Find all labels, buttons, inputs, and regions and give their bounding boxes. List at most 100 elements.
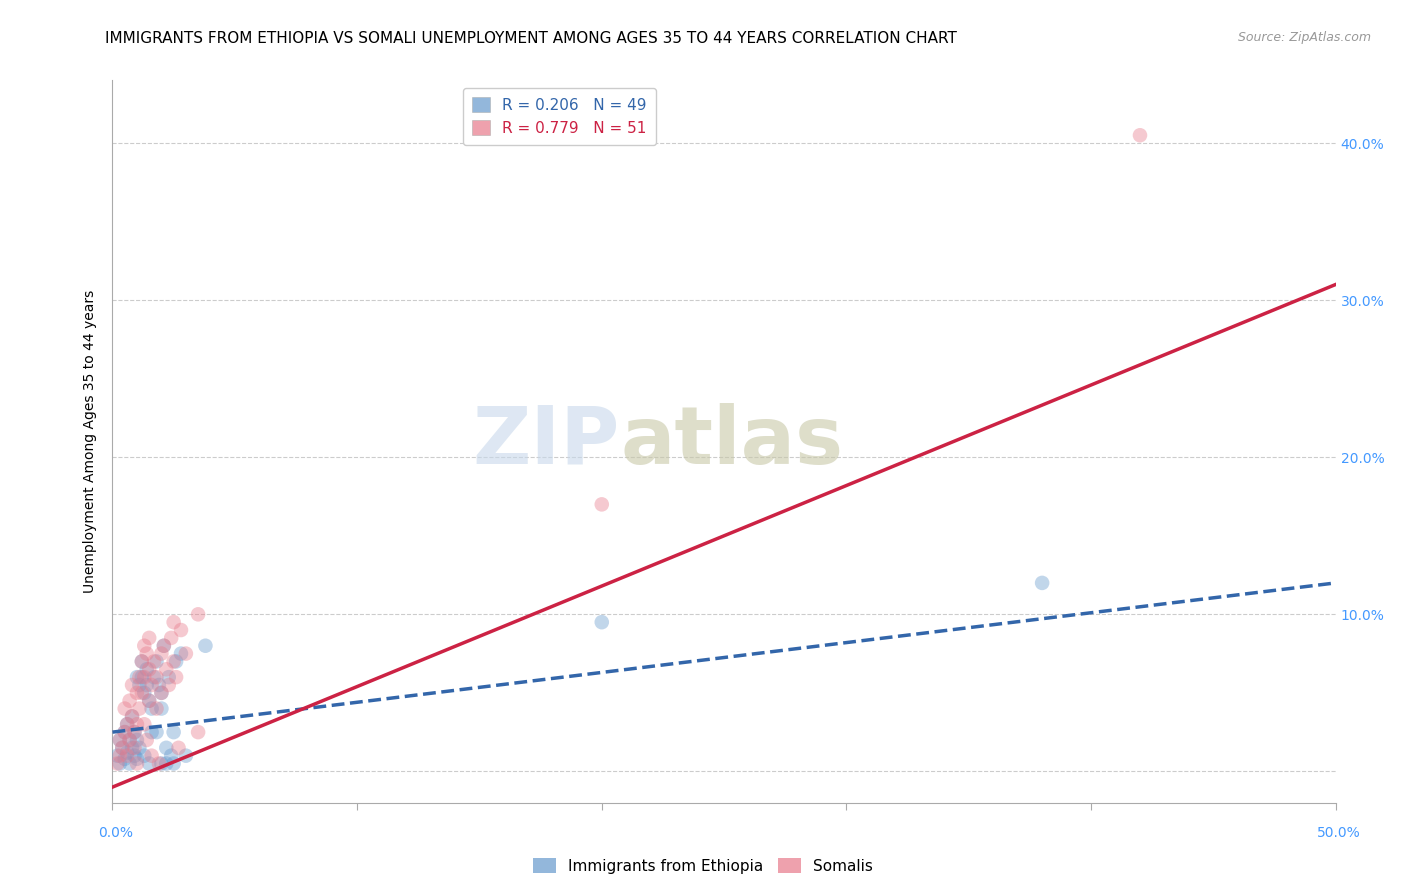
Point: [114, 725, 136, 739]
Point: [135, 733, 157, 747]
Point: [163, 756, 186, 771]
Point: [155, 740, 177, 755]
Point: [125, 686, 148, 700]
Point: [160, 748, 183, 763]
Point: [138, 694, 160, 708]
Point: [115, 746, 138, 760]
Point: [128, 678, 150, 692]
Text: atlas: atlas: [620, 402, 844, 481]
Point: [128, 670, 150, 684]
Point: [135, 647, 157, 661]
Point: [114, 701, 136, 715]
Point: [118, 694, 141, 708]
Point: [124, 725, 146, 739]
Text: ZIP: ZIP: [472, 402, 620, 481]
Point: [108, 733, 131, 747]
Point: [138, 694, 160, 708]
Point: [148, 678, 170, 692]
Point: [108, 756, 131, 771]
Point: [194, 639, 217, 653]
Point: [135, 678, 157, 692]
Point: [174, 748, 197, 763]
Point: [165, 670, 187, 684]
Point: [138, 756, 160, 771]
Point: [187, 725, 209, 739]
Point: [115, 717, 138, 731]
Point: [150, 647, 173, 661]
Point: [141, 748, 163, 763]
Point: [124, 748, 146, 763]
Text: IMMIGRANTS FROM ETHIOPIA VS SOMALI UNEMPLOYMENT AMONG AGES 35 TO 44 YEARS CORREL: IMMIGRANTS FROM ETHIOPIA VS SOMALI UNEMP…: [105, 31, 957, 46]
Point: [121, 709, 143, 723]
Point: [121, 678, 143, 692]
Point: [591, 497, 613, 511]
Point: [153, 639, 176, 653]
Point: [145, 725, 167, 739]
Point: [143, 655, 166, 669]
Point: [108, 748, 131, 763]
Point: [118, 756, 141, 771]
Point: [128, 701, 150, 715]
Legend: Immigrants from Ethiopia, Somalis: Immigrants from Ethiopia, Somalis: [527, 852, 879, 880]
Point: [124, 725, 146, 739]
Point: [1129, 128, 1152, 143]
Point: [591, 615, 613, 630]
Text: Source: ZipAtlas.com: Source: ZipAtlas.com: [1237, 31, 1371, 45]
Point: [108, 733, 131, 747]
Point: [134, 748, 156, 763]
Point: [141, 701, 163, 715]
Point: [128, 740, 150, 755]
Point: [150, 686, 173, 700]
Point: [105, 748, 128, 763]
Point: [105, 756, 128, 771]
Point: [125, 752, 148, 766]
Legend: R = 0.206   N = 49, R = 0.779   N = 51: R = 0.206 N = 49, R = 0.779 N = 51: [463, 88, 657, 145]
Point: [125, 756, 148, 771]
Point: [124, 740, 146, 755]
Point: [170, 623, 193, 637]
Point: [150, 701, 173, 715]
Point: [163, 615, 186, 630]
Point: [131, 686, 153, 700]
Point: [125, 717, 148, 731]
Point: [111, 740, 134, 755]
Point: [134, 686, 156, 700]
Y-axis label: Unemployment Among Ages 35 to 44 years: Unemployment Among Ages 35 to 44 years: [83, 290, 97, 593]
Point: [160, 631, 183, 645]
Point: [131, 670, 153, 684]
Point: [138, 662, 160, 676]
Point: [150, 686, 173, 700]
Point: [145, 701, 167, 715]
Point: [155, 662, 177, 676]
Point: [167, 740, 190, 755]
Point: [134, 639, 156, 653]
Point: [145, 670, 167, 684]
Point: [1031, 575, 1053, 590]
Point: [121, 740, 143, 755]
Text: 50.0%: 50.0%: [1316, 826, 1361, 839]
Point: [134, 717, 156, 731]
Point: [111, 740, 134, 755]
Point: [165, 655, 187, 669]
Point: [174, 647, 197, 661]
Point: [143, 670, 166, 684]
Point: [125, 670, 148, 684]
Point: [134, 670, 156, 684]
Point: [163, 655, 186, 669]
Point: [131, 655, 153, 669]
Point: [135, 662, 157, 676]
Point: [155, 756, 177, 771]
Point: [163, 725, 186, 739]
Point: [115, 748, 138, 763]
Point: [153, 639, 176, 653]
Point: [148, 756, 170, 771]
Point: [141, 725, 163, 739]
Point: [118, 733, 141, 747]
Point: [187, 607, 209, 622]
Point: [114, 725, 136, 739]
Point: [115, 717, 138, 731]
Point: [157, 678, 180, 692]
Point: [138, 631, 160, 645]
Point: [157, 670, 180, 684]
Point: [114, 752, 136, 766]
